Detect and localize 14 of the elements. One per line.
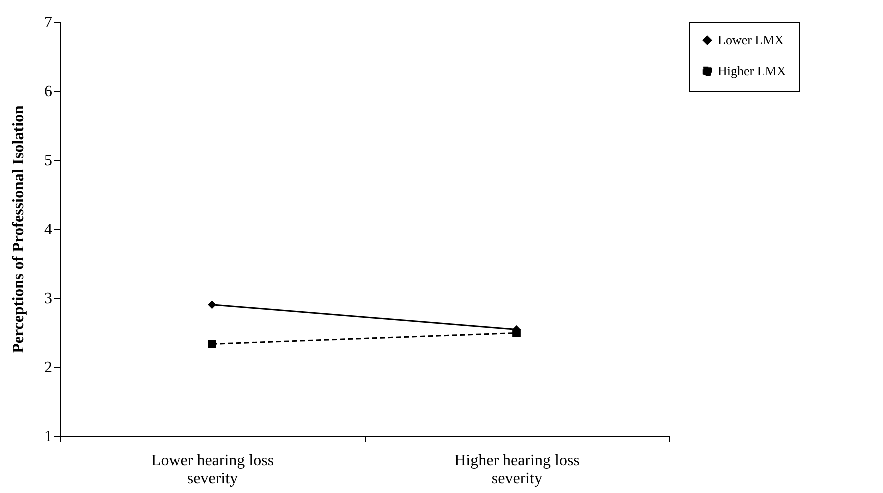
point	[208, 300, 216, 310]
legend-label: Higher LMX	[718, 64, 787, 78]
y-tick-label: 6	[44, 84, 52, 100]
y-tick-label: 4	[44, 222, 52, 238]
y-tick-label: 2	[44, 360, 52, 376]
x-tick-label: Higher hearing loss severity	[454, 452, 580, 488]
legend-label: Lower LMX	[718, 32, 785, 48]
x-tick-label: Lower hearing loss severity	[151, 452, 274, 488]
y-tick-label: 1	[44, 428, 52, 446]
point	[208, 340, 216, 348]
y-tick-label: 3	[44, 290, 52, 308]
y-tick-label: 7	[44, 14, 52, 32]
y-tick-label: 5	[44, 152, 52, 170]
y-axis-title: Perceptions of Professional Isolation	[10, 105, 28, 354]
